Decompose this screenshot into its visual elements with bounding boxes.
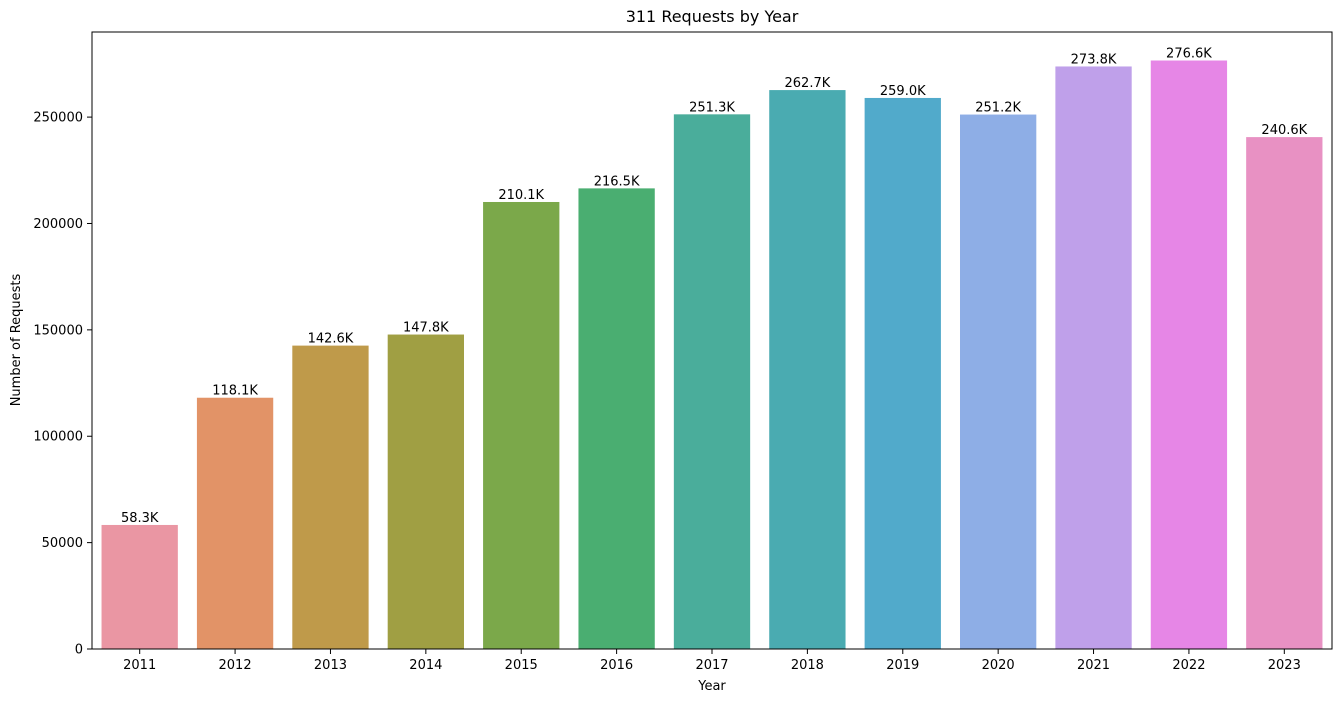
chart-title: 311 Requests by Year — [626, 7, 799, 26]
bar-2015 — [483, 201, 560, 649]
data-label-2021: 273.8K — [1071, 52, 1117, 67]
x-tick-label-2018: 2018 — [791, 658, 824, 673]
data-label-2011: 58.3K — [121, 511, 159, 526]
bar-2014 — [387, 334, 464, 649]
bar-2011 — [101, 524, 178, 649]
bar-2017 — [673, 114, 751, 649]
x-tick-label-2019: 2019 — [886, 658, 919, 673]
y-tick-label-200000: 200000 — [33, 217, 83, 232]
x-tick-label-2017: 2017 — [695, 658, 728, 673]
y-tick-label-250000: 250000 — [33, 111, 83, 126]
y-tick-label-0: 0 — [75, 643, 83, 658]
bar-2019 — [864, 97, 941, 649]
data-label-2016: 216.5K — [594, 174, 640, 189]
x-tick-label-2012: 2012 — [219, 658, 252, 673]
bar-2018 — [769, 90, 846, 649]
x-tick-label-2022: 2022 — [1172, 658, 1205, 673]
y-axis-title: Number of Requests — [9, 273, 24, 406]
bar-2022 — [1150, 60, 1228, 650]
bar-2023 — [1246, 137, 1323, 649]
y-axis: 0 50000 100000 150000 200000 250000 — [33, 111, 92, 658]
x-tick-label-2016: 2016 — [600, 658, 633, 673]
x-tick-label-2014: 2014 — [409, 658, 442, 673]
bars-layer — [101, 60, 1323, 650]
data-label-2022: 276.6K — [1166, 47, 1212, 62]
x-tick-label-2015: 2015 — [505, 658, 538, 673]
plot-frame — [91, 31, 1333, 650]
bar-2021 — [1055, 66, 1132, 649]
x-tick-label-2013: 2013 — [314, 658, 347, 673]
y-tick-label-100000: 100000 — [33, 430, 83, 445]
bar-2012 — [196, 397, 274, 649]
y-tick-label-50000: 50000 — [42, 536, 83, 551]
data-label-2020: 251.2K — [975, 101, 1021, 116]
data-labels-layer: 58.3K 118.1K 142.6K 147.8K 210.1K 216.5K 251.3… — [121, 47, 1308, 526]
data-label-2013: 142.6K — [308, 332, 354, 347]
data-label-2017: 251.3K — [689, 100, 735, 115]
x-axis-title: Year — [697, 679, 726, 694]
data-label-2014: 147.8K — [403, 321, 449, 336]
x-tick-label-2021: 2021 — [1077, 658, 1110, 673]
data-label-2018: 262.7K — [785, 76, 831, 91]
x-tick-label-2023: 2023 — [1268, 658, 1301, 673]
x-tick-label-2020: 2020 — [982, 658, 1015, 673]
data-label-2023: 240.6K — [1261, 123, 1307, 138]
y-tick-label-150000: 150000 — [33, 323, 83, 338]
data-label-2019: 259.0K — [880, 84, 926, 99]
data-label-2012: 118.1K — [212, 384, 258, 399]
x-axis: 2011 2012 2013 2014 2015 2016 2017 2018 2019 2020… — [123, 649, 1301, 673]
data-label-2015: 210.1K — [498, 188, 544, 203]
bar-2013 — [292, 345, 369, 649]
bar-2020 — [960, 114, 1037, 649]
bar-2016 — [578, 188, 655, 650]
x-tick-label-2011: 2011 — [123, 658, 156, 673]
